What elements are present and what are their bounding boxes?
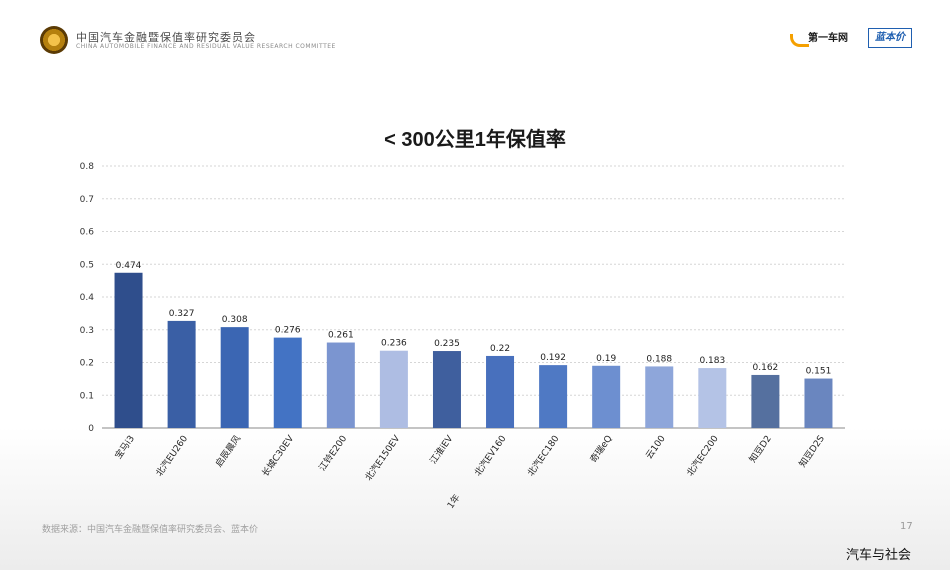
y-tick-label: 0.1: [80, 391, 94, 401]
x-tick-label: 知豆D2: [746, 433, 773, 465]
y-tick-label: 0.6: [80, 228, 95, 238]
bar: [273, 337, 302, 428]
y-tick-label: 0.7: [80, 195, 94, 205]
data-label: 0.308: [222, 315, 248, 325]
bar: [539, 365, 568, 428]
data-labels: 0.474 0.327 0.308 0.276 0.261 0.236 0.235 0.22 0…: [116, 261, 832, 377]
committee-logo-icon: [40, 26, 68, 54]
y-tick-label: 0: [88, 424, 94, 434]
bar: [592, 365, 621, 428]
bars: [114, 272, 833, 428]
data-label: 0.162: [753, 363, 779, 373]
bar: [220, 327, 249, 428]
data-label: 0.22: [490, 344, 510, 354]
bar: [167, 320, 196, 428]
brand-logo-diyichewang: 第一车网: [790, 30, 854, 48]
bar: [698, 368, 727, 428]
y-tick-label: 0.3: [80, 326, 94, 336]
x-tick-label: 云100: [644, 434, 667, 461]
x-tick-label: 江铃E200: [316, 433, 349, 474]
y-tick-label: 0.2: [80, 359, 94, 369]
data-label: 0.235: [434, 339, 460, 349]
org-subtitle: CHINA AUTOMOBILE FINANCE AND RESIDUAL VA…: [76, 43, 336, 50]
watermark-text: 汽车与社会: [846, 548, 912, 563]
data-label: 0.276: [275, 326, 301, 336]
y-tick-label: 0.8: [80, 162, 95, 172]
bar: [379, 350, 408, 428]
y-axis-ticks: 0 0.1 0.2 0.3 0.4 0.5 0.6 0.7 0.8: [80, 162, 95, 434]
x-tick-label: 北汽EV160: [472, 433, 509, 479]
data-label: 0.151: [806, 367, 832, 377]
bar: [645, 366, 674, 428]
brand-logo-lanbenjia: 蓝本价: [868, 28, 912, 48]
bar: [486, 355, 515, 428]
x-tick-label: 宝马i3: [112, 433, 137, 461]
x-tick-label: 北汽E150EV: [362, 432, 403, 483]
data-label: 0.19: [596, 354, 616, 364]
bar: [804, 378, 833, 428]
org-name: 中国汽车金融暨保值率研究委员会: [76, 31, 256, 44]
x-tick-label: 奇瑞eQ: [587, 433, 614, 465]
data-label: 0.327: [169, 309, 195, 319]
x-tick-label: 北汽EU260: [153, 433, 190, 479]
data-label: 0.188: [646, 354, 672, 364]
swoosh-icon: [790, 34, 809, 47]
x-axis-ticks: 宝马i3 北汽EU260 启辰晨风 长城C30EV 江铃E200 北汽E150EV 江淮iE…: [112, 432, 827, 483]
chart-title: < 300公里1年保值率: [384, 127, 566, 151]
data-label: 0.261: [328, 331, 354, 341]
x-tick-label: 启辰晨风: [213, 433, 243, 469]
x-tick-label: 江淮iEV: [428, 433, 456, 466]
bar: [326, 342, 355, 428]
gridlines: [102, 165, 845, 396]
data-label: 0.236: [381, 339, 407, 349]
x-tick-label: 知豆D2S: [796, 433, 827, 470]
page-number: 17: [900, 521, 913, 532]
data-label: 0.474: [116, 261, 142, 271]
brand1-label: 第一车网: [808, 33, 848, 44]
x-tick-label: 北汽EC200: [684, 433, 721, 479]
data-label: 0.183: [699, 356, 725, 366]
x-tick-label: 长城C30EV: [259, 432, 297, 479]
data-label: 0.192: [540, 353, 566, 363]
x-tick-label: 北汽EC180: [525, 433, 562, 479]
y-tick-label: 0.4: [80, 293, 95, 303]
data-source-note: 数据来源：中国汽车金融暨保值率研究委员会、蓝本价: [42, 525, 259, 535]
bar: [432, 351, 461, 428]
x-axis-title: 1年: [444, 492, 462, 511]
slide-header: 中国汽车金融暨保值率研究委员会 CHINA AUTOMOBILE FINANCE…: [0, 0, 950, 70]
bar: [114, 272, 143, 428]
bar: [751, 374, 780, 428]
y-tick-label: 0.5: [80, 260, 94, 270]
